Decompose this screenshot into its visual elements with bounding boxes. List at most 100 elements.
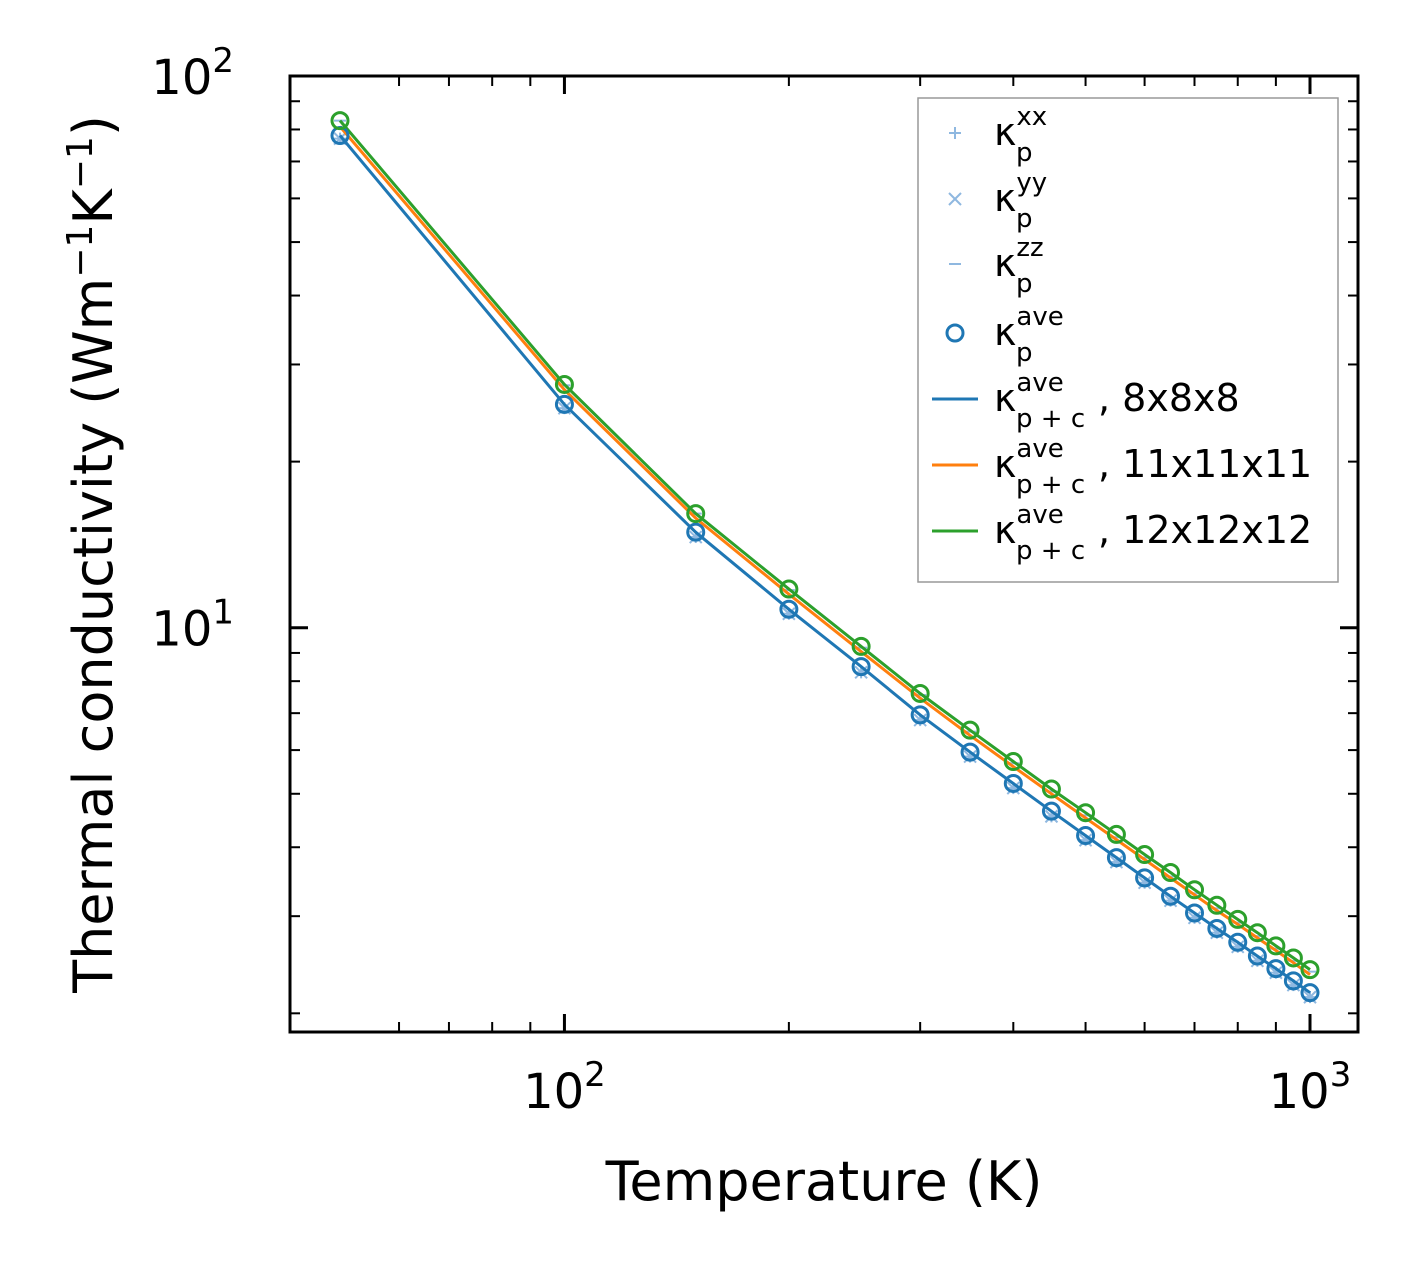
- kave-green-marker: [1283, 948, 1303, 968]
- legend-label-sub: p + c: [1016, 404, 1085, 434]
- y-tick-label: 101: [151, 593, 234, 658]
- series-kave-green: [330, 111, 1320, 980]
- kyy-marker: [1250, 954, 1265, 968]
- legend-label: κave p: [994, 302, 1064, 368]
- legend-label-sup: ave: [1016, 434, 1063, 464]
- legend-entry-line11: κave p + c , 11x11x11: [932, 434, 1312, 500]
- legend-label-sup: ave: [1016, 368, 1063, 398]
- x-tick-label-base: 10: [523, 1064, 584, 1120]
- legend-label-sub: p: [1016, 204, 1033, 234]
- series-line-line8: [338, 134, 1311, 994]
- kave-marker: [1185, 903, 1205, 923]
- legend-label-rest: , 8x8x8: [1098, 376, 1240, 420]
- series-line-line12: [338, 119, 1311, 971]
- kave-green-marker: [1266, 936, 1286, 956]
- legend-label-sup: ave: [1016, 302, 1063, 332]
- y-axis-label-suffix: ): [62, 115, 125, 136]
- legend-label-base: κ: [994, 508, 1016, 552]
- kyy-marker: [1006, 781, 1021, 795]
- legend-label-base: κ: [994, 310, 1016, 354]
- kave-marker: [554, 394, 574, 414]
- legend-label-rest: , 12x12x12: [1098, 508, 1312, 552]
- kave-green-marker: [1300, 960, 1320, 980]
- kave-marker: [1106, 848, 1126, 868]
- y-tick-label-exp: 1: [212, 593, 234, 633]
- x-tick-label-exp: 3: [1330, 1055, 1352, 1095]
- legend-label-sup: ave: [1016, 500, 1063, 530]
- y-axis-label: Thermal conductivity (Wm−1K−1): [60, 115, 125, 994]
- y-axis-label-prefix: Thermal conductivity (Wm: [62, 278, 125, 994]
- kave-marker: [1161, 886, 1181, 906]
- kave-green-marker: [686, 504, 706, 524]
- legend-marker-swatch: [948, 192, 962, 206]
- legend-entry-line12: κave p + c , 12x12x12: [932, 500, 1312, 566]
- legend-entry-kxx: κxx p: [949, 102, 1047, 168]
- legend-label-sub: p: [1016, 138, 1033, 168]
- kave-green-marker: [910, 683, 930, 703]
- kave-green-marker: [1041, 779, 1061, 799]
- x-axis-label: Temperature (K): [605, 1150, 1043, 1213]
- legend-label: κzz p: [994, 233, 1044, 299]
- kyy-marker: [689, 530, 703, 544]
- y-tick-label-base: 10: [151, 50, 212, 106]
- legend-label: κave p + c , 8x8x8: [994, 368, 1240, 434]
- legend-label-sub: p + c: [1016, 470, 1085, 500]
- minor-ticks: [290, 76, 1358, 1032]
- legend-label-base: κ: [994, 376, 1016, 420]
- kave-marker: [1266, 959, 1286, 979]
- kave-green-marker: [1185, 880, 1205, 900]
- series-line-line11: [338, 125, 1311, 976]
- x-tick-label-base: 10: [1269, 1064, 1330, 1120]
- series-kave: [330, 126, 1320, 1003]
- legend-label: κyy p: [994, 168, 1047, 234]
- kave-marker: [1300, 983, 1320, 1003]
- legend-label-base: κ: [994, 110, 1016, 154]
- legend-box: [917, 97, 1339, 583]
- x-tick-label-exp: 2: [584, 1055, 606, 1095]
- y-axis-label-mid: K: [62, 188, 125, 225]
- legend-label-base: κ: [994, 176, 1016, 220]
- y-tick-label-exp: 2: [212, 41, 234, 81]
- kave-green-marker: [1106, 824, 1126, 844]
- kave-green-marker: [851, 636, 871, 656]
- kyy-marker: [1187, 911, 1202, 925]
- x-tick-label: 102: [523, 1055, 606, 1120]
- kave-green-marker: [1247, 923, 1267, 943]
- kyy-marker: [1137, 875, 1152, 890]
- y-axis-label-exp1: −1: [60, 225, 101, 278]
- legend-label-base: κ: [994, 241, 1016, 285]
- kave-marker: [1135, 868, 1155, 888]
- legend-label-sup: zz: [1016, 233, 1043, 263]
- legend-label-sup: xx: [1016, 102, 1047, 132]
- kave-marker: [1283, 971, 1303, 991]
- kave-green-marker: [1207, 895, 1227, 915]
- kave-green-marker: [554, 374, 574, 394]
- kave-marker: [851, 657, 871, 677]
- legend-marker-swatch: [945, 323, 965, 343]
- kave-green-marker: [1076, 803, 1096, 823]
- kave-marker: [1207, 918, 1227, 938]
- y-tick-label-base: 10: [151, 602, 212, 658]
- kave-marker: [910, 705, 930, 725]
- kave-marker: [960, 742, 980, 762]
- legend-label-sub: p: [1016, 338, 1033, 368]
- kave-green-marker: [1003, 752, 1023, 772]
- legend-label-sub: p + c: [1016, 536, 1085, 566]
- legend-label-sup: yy: [1016, 168, 1047, 198]
- legend-label-sub: p: [1016, 269, 1033, 299]
- x-tick-label: 103: [1269, 1055, 1352, 1120]
- series-layer: [330, 111, 1320, 1004]
- legend-entry-kzz: κzz p: [949, 233, 1044, 299]
- kave-marker: [1247, 946, 1267, 966]
- plot-frame: [288, 74, 1360, 1034]
- legend-label: κave p + c , 12x12x12: [994, 500, 1312, 566]
- legend-label: κave p + c , 11x11x11: [994, 434, 1312, 500]
- legend-entry-line8: κave p + c , 8x8x8: [932, 368, 1240, 434]
- kave-marker: [1041, 801, 1061, 821]
- kave-green-marker: [330, 111, 350, 131]
- y-axis-label-exp2: −1: [60, 136, 101, 189]
- legend-label: κxx p: [994, 102, 1047, 168]
- legend-entry-kave: κave p: [945, 302, 1064, 368]
